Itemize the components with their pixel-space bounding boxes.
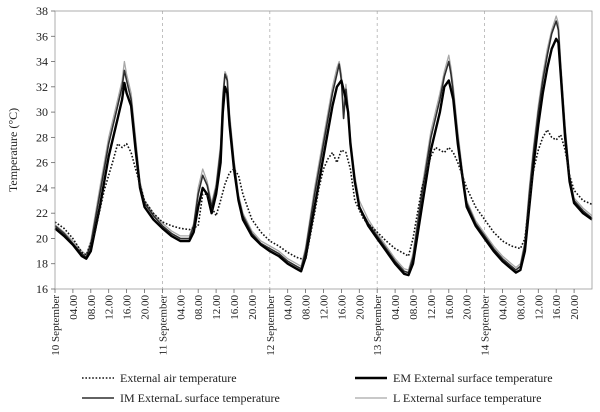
x-day-label: 10 September — [50, 295, 62, 356]
x-time-label: 08.00 — [193, 295, 205, 320]
y-tick-label: 26 — [36, 156, 48, 170]
x-time-label: 16.00 — [444, 295, 456, 320]
y-tick-label: 20 — [36, 231, 48, 245]
y-tick-label: 16 — [36, 282, 48, 296]
y-tick-label: 36 — [36, 29, 48, 43]
x-day-label: 13 September — [372, 295, 384, 356]
x-time-label: 16.00 — [122, 295, 134, 320]
y-tick-label: 30 — [36, 105, 48, 119]
y-tick-label: 24 — [36, 181, 48, 195]
x-day-label: 12 September — [265, 295, 277, 356]
legend-label: EM External surface temperature — [393, 371, 553, 385]
y-tick-label: 34 — [36, 55, 48, 69]
x-time-label: 12.00 — [211, 295, 223, 320]
x-time-label: 04.00 — [498, 295, 510, 320]
x-time-label: 12.00 — [533, 295, 545, 320]
x-time-label: 12.00 — [104, 295, 116, 320]
x-time-label: 08.00 — [515, 295, 527, 320]
x-time-label: 20.00 — [354, 295, 366, 320]
y-tick-label: 32 — [36, 80, 48, 94]
y-axis-title: Temperature (°C) — [6, 108, 20, 192]
x-axis-ticks: 10 September 04.00 08.00 12.00 16.00 20.00 11 … — [50, 289, 581, 356]
legend-label: L External surface temperature — [393, 391, 541, 405]
x-time-label: 20.00 — [247, 295, 259, 320]
x-time-label: 16.00 — [229, 295, 241, 320]
x-day-label: 14 September — [480, 295, 492, 356]
x-time-label: 08.00 — [301, 295, 313, 320]
x-time-label: 04.00 — [390, 295, 402, 320]
x-time-label: 04.00 — [175, 295, 187, 320]
legend-label: External air temperature — [120, 371, 237, 385]
series-line-1 — [54, 37, 593, 277]
legend-label: IM ExternaL surface temperature — [120, 391, 280, 405]
y-tick-label: 28 — [36, 130, 48, 144]
grid-lines — [161, 11, 486, 289]
x-time-label: 12.00 — [319, 295, 331, 320]
x-time-label: 20.00 — [569, 295, 581, 320]
x-time-label: 08.00 — [408, 295, 420, 320]
y-axis-ticks: 16 18 20 22 24 26 28 30 32 34 36 38 — [36, 4, 55, 296]
x-time-label: 08.00 — [86, 295, 98, 320]
x-time-label: 16.00 — [336, 295, 348, 320]
y-tick-label: 18 — [36, 257, 48, 271]
x-time-label: 04.00 — [283, 295, 295, 320]
x-time-label: 16.00 — [551, 295, 563, 320]
series-line-2 — [54, 20, 593, 274]
x-time-label: 20.00 — [140, 295, 152, 320]
series-line-3 — [54, 15, 593, 271]
legend: External air temperature EM External surf… — [82, 371, 553, 405]
x-time-label: 20.00 — [462, 295, 474, 320]
x-time-label: 12.00 — [426, 295, 438, 320]
y-tick-label: 22 — [36, 206, 48, 220]
x-day-label: 11 September — [157, 295, 169, 356]
series-lines — [54, 15, 593, 277]
y-tick-label: 38 — [36, 4, 48, 18]
x-time-label: 04.00 — [68, 295, 80, 320]
